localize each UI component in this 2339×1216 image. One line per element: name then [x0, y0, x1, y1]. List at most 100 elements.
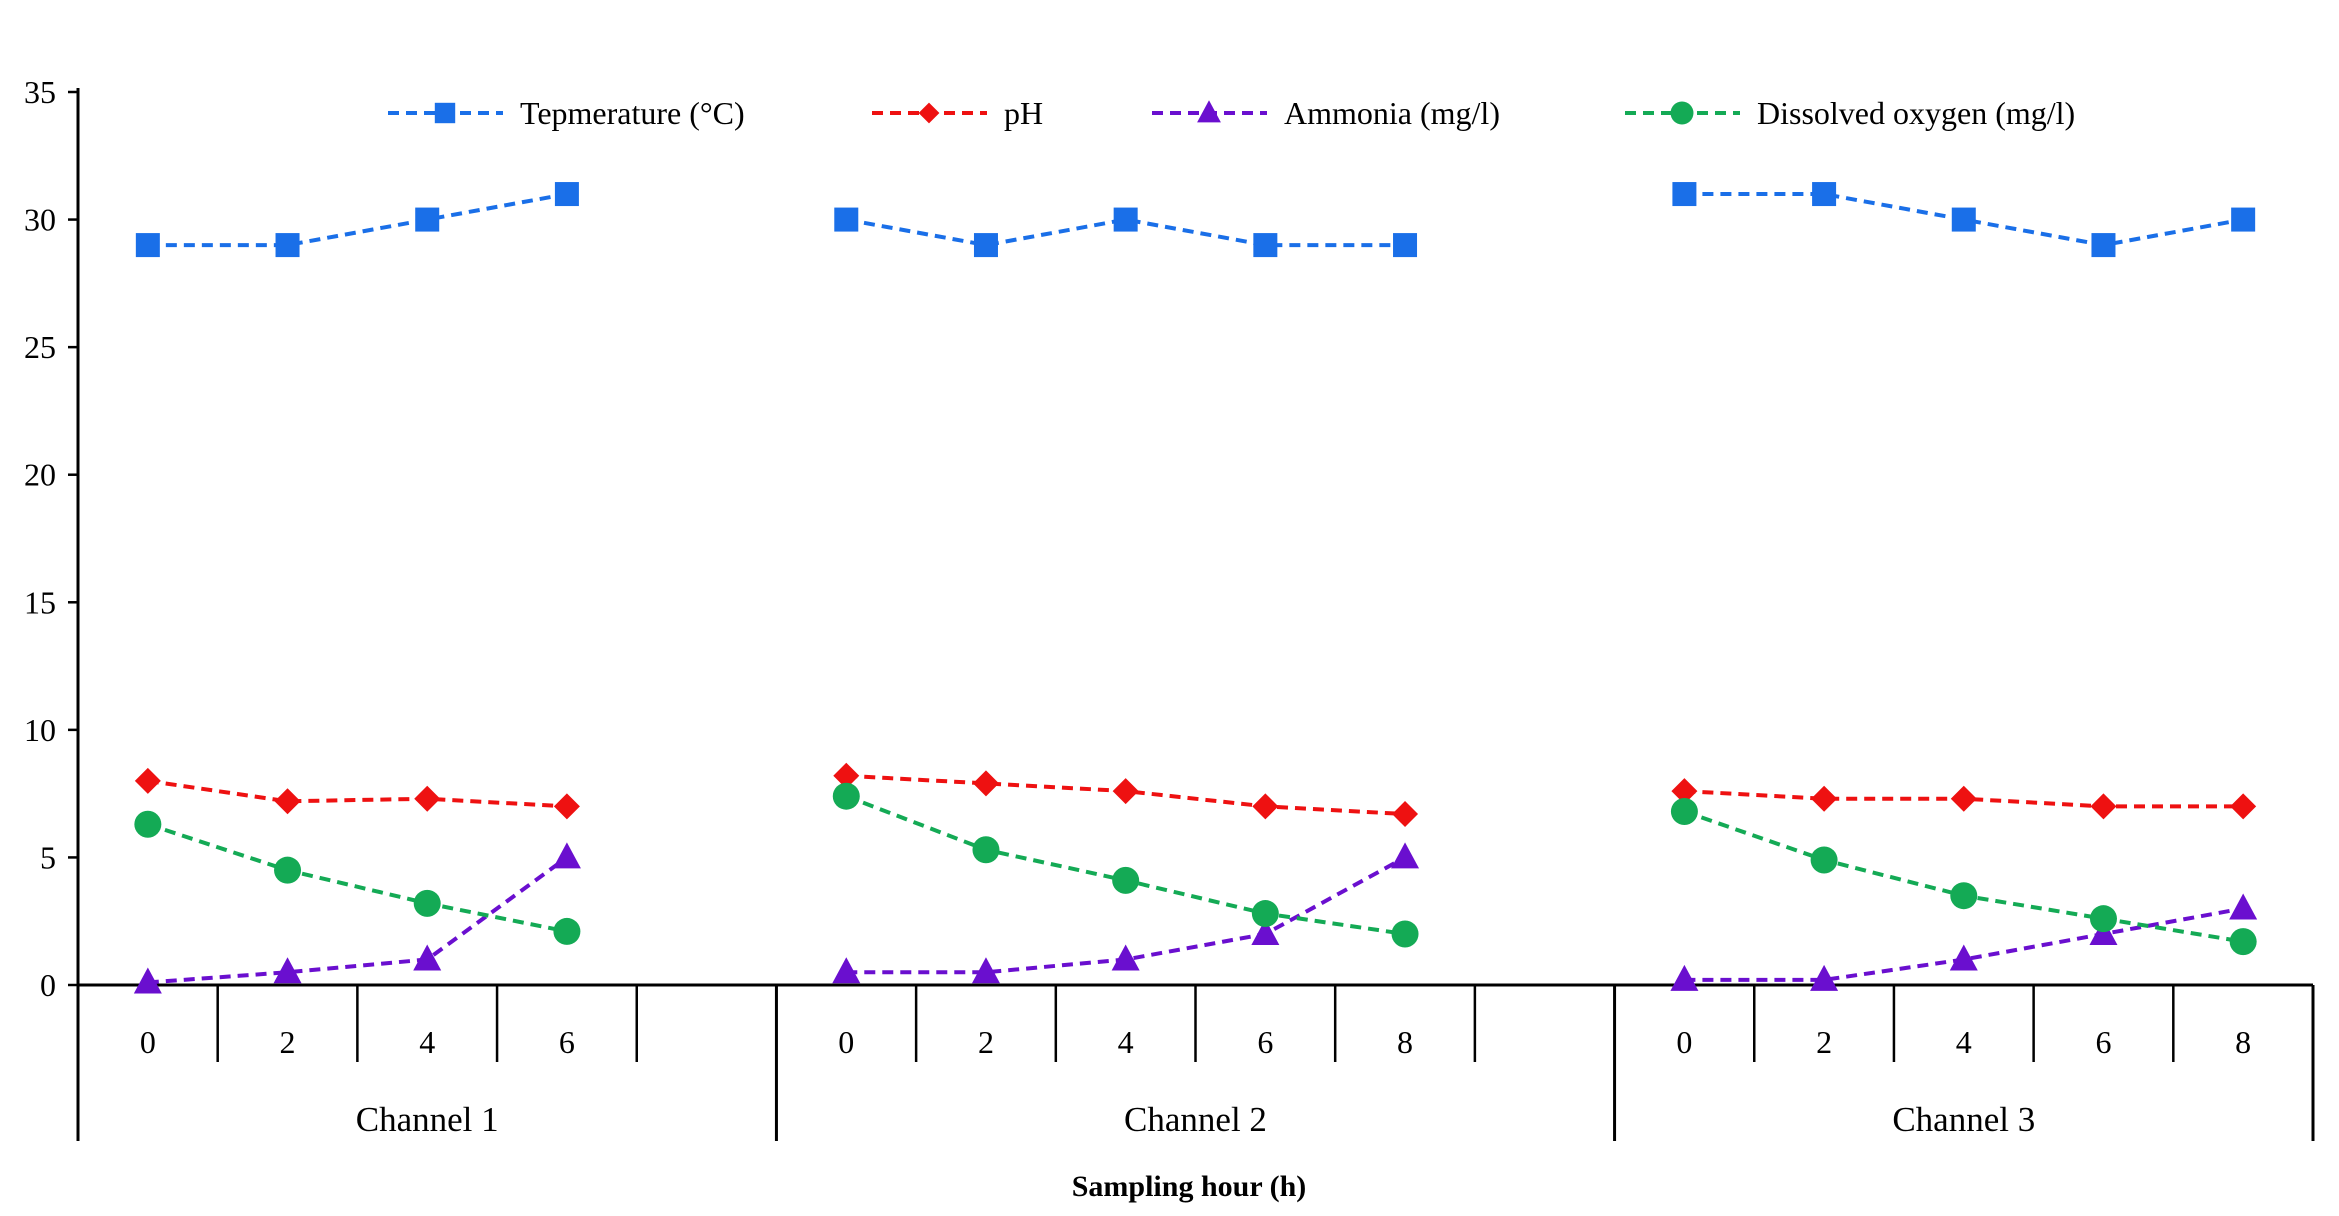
- ph-point: [134, 767, 161, 794]
- ph-point: [833, 762, 860, 789]
- legend-marker-shape: [1670, 101, 1694, 125]
- ph-line: [147, 778, 568, 809]
- x-tick-label: 4: [1118, 1024, 1134, 1060]
- temperature-point: [135, 233, 160, 258]
- dissolved-oxygen-point: [274, 856, 302, 884]
- legend-label-temperature: Tepmerature (°C): [520, 95, 745, 131]
- legend-label-dissolved-oxygen: Dissolved oxygen (mg/l): [1757, 95, 2075, 131]
- temperature-point: [1672, 182, 1697, 207]
- dissolved-oxygen-point: [134, 810, 162, 838]
- group-label: Channel 3: [1892, 1100, 2035, 1139]
- dissolved-oxygen-point: [1251, 900, 1279, 928]
- temperature-point: [1113, 207, 1138, 232]
- temperature-point: [1253, 233, 1278, 258]
- dissolved-oxygen-line: [147, 822, 568, 934]
- ammonia-point: [1949, 944, 1978, 971]
- series-temperature: [135, 182, 2256, 258]
- x-tick-label: 4: [1956, 1024, 1972, 1060]
- temperature-point: [415, 207, 440, 232]
- ammonia-point: [1391, 842, 1420, 869]
- dissolved-oxygen-point: [1810, 846, 1838, 874]
- y-tick-label: 30: [24, 202, 56, 238]
- temperature-point: [1812, 182, 1837, 207]
- temperature-point: [1951, 207, 1976, 232]
- ph-point: [414, 785, 441, 812]
- x-tick-label: 2: [280, 1024, 296, 1060]
- ph-point: [2090, 793, 2117, 820]
- y-tick-label: 35: [24, 74, 56, 110]
- ph-point: [1950, 785, 1977, 812]
- dissolved-oxygen-point: [972, 836, 1000, 864]
- series-dissolved-oxygen: [134, 782, 2257, 956]
- dissolved-oxygen-point: [2229, 928, 2257, 956]
- ph-point: [1671, 778, 1698, 805]
- y-tick-label: 20: [24, 457, 56, 493]
- temperature-point: [1393, 233, 1418, 258]
- x-tick-label: 2: [978, 1024, 994, 1060]
- group-label: Channel 1: [356, 1100, 499, 1139]
- ammonia-line: [147, 855, 569, 985]
- series-layer: [133, 182, 2258, 994]
- ph-point: [2230, 793, 2257, 820]
- series-ph: [134, 762, 2257, 828]
- legend-marker-temperature: [434, 102, 456, 124]
- legend-label-ph: pH: [1004, 95, 1043, 131]
- temperature-point: [973, 233, 998, 258]
- ammonia-point: [1810, 964, 1839, 991]
- y-tick-label: 0: [40, 967, 56, 1003]
- x-tick-label: 0: [140, 1024, 156, 1060]
- temperature-point: [554, 182, 579, 207]
- legend-marker-shape: [434, 102, 456, 124]
- temperature-line: [1684, 192, 2244, 248]
- x-tick-label: 6: [559, 1024, 575, 1060]
- group-label: Channel 2: [1124, 1100, 1267, 1139]
- ammonia-point: [1111, 944, 1140, 971]
- dissolved-oxygen-point: [1670, 798, 1698, 826]
- dissolved-oxygen-point: [1112, 866, 1140, 894]
- legend: Tepmerature (°C) pH Ammonia (mg/l) Dissolve…: [388, 95, 2075, 131]
- temperature-point: [2091, 233, 2116, 258]
- x-tick-label: 0: [1676, 1024, 1692, 1060]
- ph-point: [972, 770, 999, 797]
- temperature-point: [2231, 207, 2256, 232]
- ph-point: [274, 788, 301, 815]
- ph-point: [553, 793, 580, 820]
- legend-marker-dissolved-oxygen: [1670, 101, 1694, 125]
- dissolved-oxygen-point: [413, 889, 441, 917]
- legend-marker-shape: [918, 102, 940, 124]
- ph-point: [1811, 785, 1838, 812]
- dissolved-oxygen-point: [2089, 905, 2117, 933]
- legend-marker-ph: [918, 102, 940, 124]
- ammonia-point: [273, 957, 302, 984]
- dissolved-oxygen-point: [1391, 920, 1419, 948]
- temperature-point: [275, 233, 300, 258]
- x-tick-label: 8: [2235, 1024, 2251, 1060]
- ammonia-point: [2229, 893, 2258, 920]
- temperature-point: [834, 207, 859, 232]
- ph-point: [1252, 793, 1279, 820]
- ph-point: [1392, 801, 1419, 828]
- legend-label-ammonia: Ammonia (mg/l): [1284, 95, 1500, 131]
- ammonia-point: [133, 967, 162, 994]
- x-tick-label: 4: [419, 1024, 435, 1060]
- ammonia-point: [413, 944, 442, 971]
- x-tick-label: 0: [838, 1024, 854, 1060]
- ammonia-point: [971, 957, 1000, 984]
- x-tick-label: 6: [1257, 1024, 1273, 1060]
- y-tick-label: 25: [24, 329, 56, 365]
- series-ammonia: [133, 842, 2258, 994]
- dissolved-oxygen-point: [832, 782, 860, 810]
- legend-marker-ammonia: [1197, 100, 1221, 123]
- ammonia-point: [1251, 918, 1280, 945]
- y-tick-label: 5: [40, 839, 56, 875]
- temperature-line: [147, 192, 568, 248]
- x-tick-label: 8: [1397, 1024, 1413, 1060]
- legend-marker-shape: [1197, 100, 1221, 123]
- dissolved-oxygen-line: [845, 794, 1406, 936]
- ammonia-point: [832, 957, 861, 984]
- dissolved-oxygen-point: [553, 917, 581, 945]
- dissolved-oxygen-point: [1950, 882, 1978, 910]
